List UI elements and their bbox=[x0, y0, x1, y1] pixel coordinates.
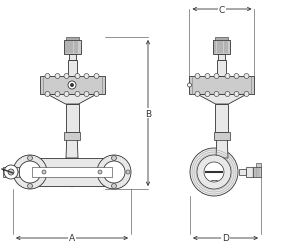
Text: A: A bbox=[69, 234, 75, 242]
Bar bbox=[65, 105, 78, 133]
Bar bbox=[215, 38, 228, 41]
Text: D: D bbox=[222, 234, 229, 242]
Circle shape bbox=[94, 74, 99, 79]
Polygon shape bbox=[197, 94, 247, 105]
Bar bbox=[215, 105, 228, 133]
Circle shape bbox=[28, 156, 32, 161]
Polygon shape bbox=[47, 94, 97, 105]
Circle shape bbox=[45, 74, 50, 79]
Bar bbox=[256, 163, 261, 167]
Circle shape bbox=[112, 184, 116, 188]
Polygon shape bbox=[66, 133, 78, 158]
Circle shape bbox=[112, 156, 116, 161]
Bar bbox=[68, 55, 75, 61]
Circle shape bbox=[195, 92, 200, 97]
Text: B: B bbox=[145, 109, 151, 118]
Circle shape bbox=[64, 74, 69, 79]
Bar bbox=[64, 133, 80, 140]
Circle shape bbox=[42, 170, 46, 174]
Bar bbox=[32, 158, 112, 186]
Circle shape bbox=[204, 162, 224, 182]
Circle shape bbox=[13, 155, 47, 189]
Circle shape bbox=[28, 184, 32, 188]
Circle shape bbox=[8, 169, 14, 175]
Circle shape bbox=[28, 184, 32, 189]
Circle shape bbox=[98, 170, 102, 174]
Circle shape bbox=[45, 92, 50, 97]
Bar bbox=[214, 41, 231, 55]
Circle shape bbox=[55, 92, 60, 97]
Circle shape bbox=[190, 148, 238, 196]
Circle shape bbox=[205, 92, 210, 97]
Circle shape bbox=[225, 74, 230, 79]
Circle shape bbox=[188, 84, 191, 88]
Circle shape bbox=[19, 161, 41, 183]
Text: C: C bbox=[219, 6, 225, 14]
Circle shape bbox=[75, 92, 80, 97]
Bar bbox=[246, 167, 253, 177]
Circle shape bbox=[71, 84, 74, 87]
Bar bbox=[65, 38, 78, 41]
Bar bbox=[64, 41, 81, 55]
Circle shape bbox=[244, 74, 249, 79]
Circle shape bbox=[68, 82, 76, 90]
Circle shape bbox=[225, 92, 230, 97]
Bar bbox=[3, 167, 19, 177]
Bar bbox=[39, 77, 105, 94]
Bar bbox=[239, 169, 246, 175]
Circle shape bbox=[97, 155, 131, 189]
Circle shape bbox=[205, 74, 210, 79]
Circle shape bbox=[94, 92, 99, 97]
Bar bbox=[253, 167, 261, 177]
Circle shape bbox=[214, 92, 219, 97]
Circle shape bbox=[84, 92, 89, 97]
Circle shape bbox=[112, 156, 116, 160]
Circle shape bbox=[244, 92, 249, 97]
Circle shape bbox=[28, 156, 32, 160]
Bar bbox=[189, 77, 255, 94]
Circle shape bbox=[55, 74, 60, 79]
Circle shape bbox=[234, 74, 239, 79]
Polygon shape bbox=[216, 133, 228, 158]
Bar bbox=[68, 61, 76, 77]
Circle shape bbox=[195, 74, 200, 79]
Circle shape bbox=[84, 74, 89, 79]
Circle shape bbox=[126, 170, 130, 174]
Circle shape bbox=[14, 170, 18, 174]
Circle shape bbox=[4, 165, 18, 179]
Circle shape bbox=[234, 92, 239, 97]
Bar bbox=[32, 167, 112, 177]
Bar bbox=[214, 133, 230, 140]
Circle shape bbox=[64, 92, 69, 97]
Bar bbox=[218, 55, 225, 61]
Circle shape bbox=[75, 74, 80, 79]
Bar bbox=[218, 61, 227, 77]
Circle shape bbox=[197, 155, 231, 189]
Circle shape bbox=[214, 74, 219, 79]
Circle shape bbox=[103, 161, 125, 183]
Circle shape bbox=[112, 184, 116, 189]
